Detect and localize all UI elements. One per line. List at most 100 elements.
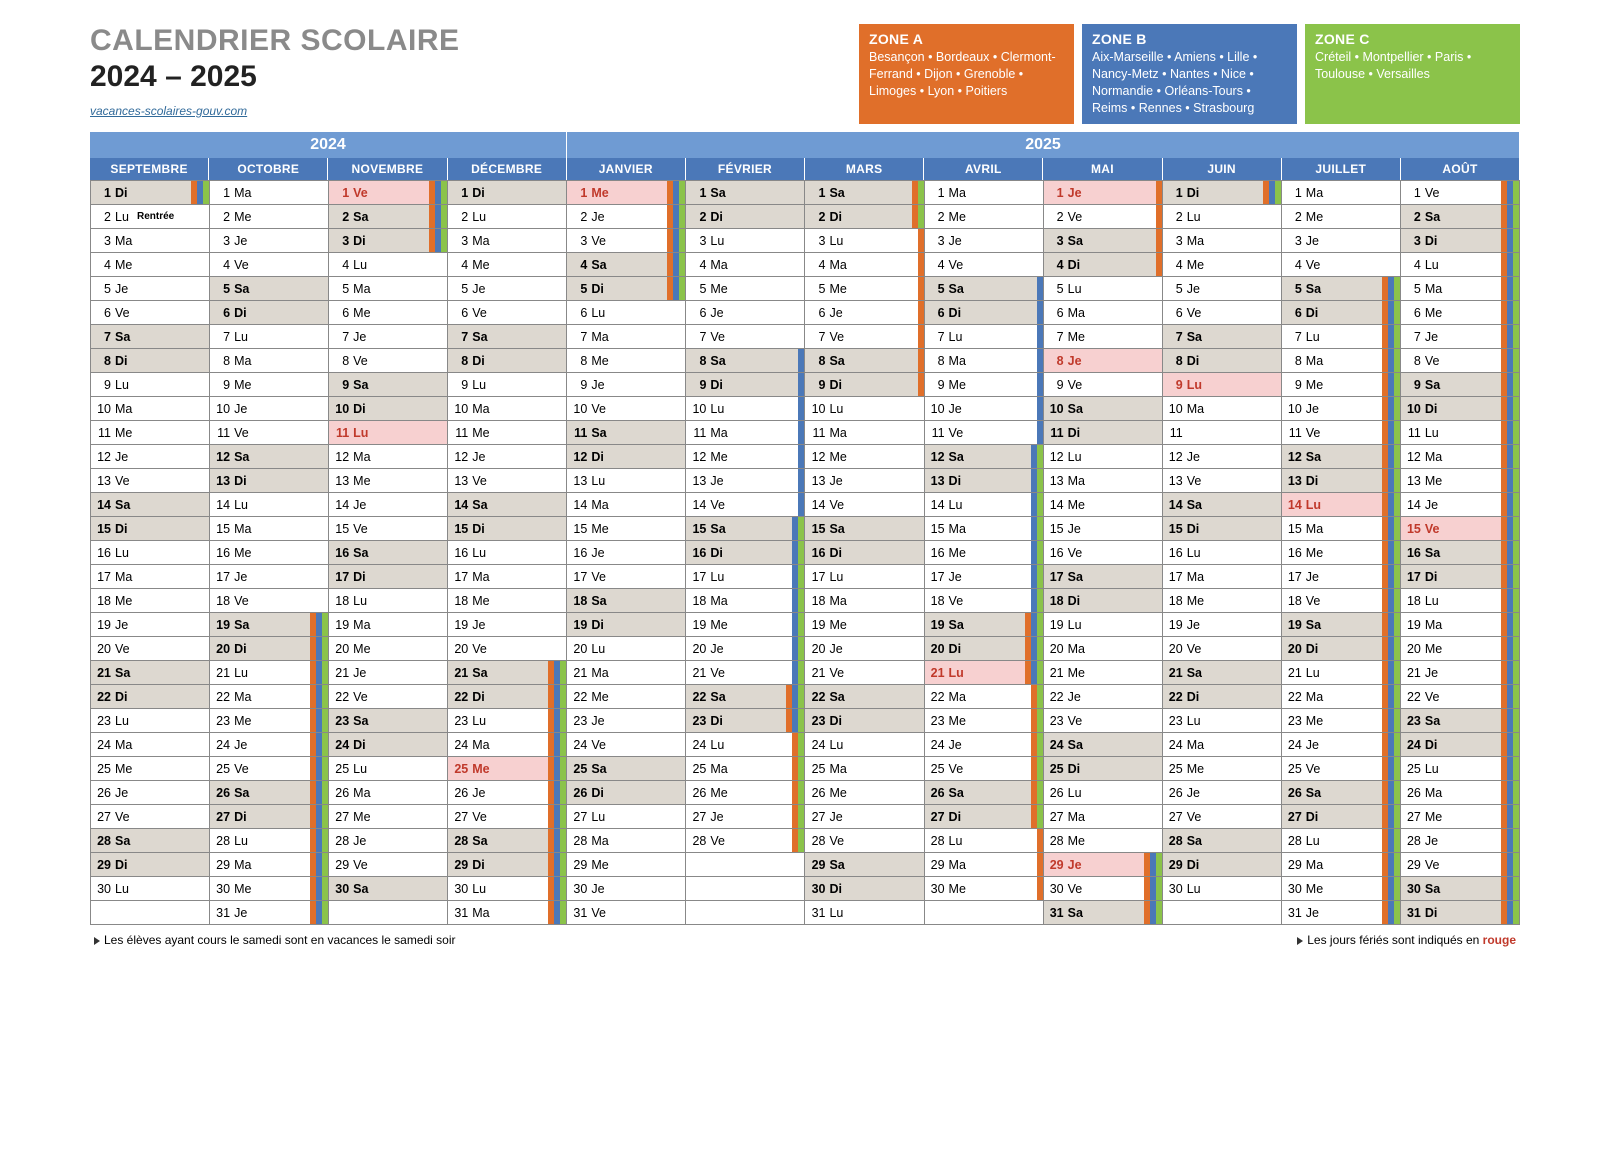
day-cell: 30Lu (1163, 876, 1282, 900)
day-cell: 6Di (1282, 300, 1401, 324)
day-cell: 25Ve (1282, 756, 1401, 780)
vacation-stripe-C (1513, 517, 1519, 540)
year-headers: 20242025 (90, 132, 1520, 158)
vacation-stripe-C (1513, 733, 1519, 756)
vacation-stripe-C (798, 637, 804, 660)
vacation-stripe-C (203, 181, 209, 204)
day-cell: 12Je (448, 444, 567, 468)
source-link[interactable]: vacances-scolaires-gouv.com (90, 104, 247, 118)
day-cell: 26Ma (329, 780, 448, 804)
vacation-stripe-C (1037, 805, 1043, 828)
month-col: 1Ve2Sa3Di4Lu5Ma6Me7Je8Ve9Sa10Di11Lu12Ma1… (329, 180, 448, 924)
day-cell: 13Ve (1163, 468, 1282, 492)
day-cell: 20Ma (1044, 636, 1163, 660)
day-cell: 28Sa (448, 828, 567, 852)
vacation-stripe-C (798, 733, 804, 756)
vacation-stripe-C (1513, 229, 1519, 252)
day-cell: 27Di (1282, 804, 1401, 828)
day-cell: 19Lu (1044, 612, 1163, 636)
day-cell: 12Sa (1282, 444, 1401, 468)
vacation-stripe-C (1513, 493, 1519, 516)
vacation-stripe-C (1394, 877, 1400, 900)
day-cell: 18Lu (1401, 588, 1520, 612)
day-cell: 27Me (329, 804, 448, 828)
day-cell: 16Lu (1163, 540, 1282, 564)
day-cell: 26Sa (1282, 780, 1401, 804)
vacation-stripe-B (1037, 301, 1043, 324)
day-cell: 24Ma (1163, 732, 1282, 756)
day-cell: 2LuRentrée (91, 204, 210, 228)
vacation-stripe-C (1394, 757, 1400, 780)
vacation-stripe-C (1513, 325, 1519, 348)
vacation-stripe-A (1037, 877, 1043, 900)
month-col: 1Sa2Di3Lu4Ma5Me6Je7Ve8Sa9Di10Lu11Ma12Me1… (686, 180, 805, 924)
vacation-stripe-A (918, 373, 924, 396)
day-cell: 19Sa (1282, 612, 1401, 636)
day-cell: 16Lu (91, 540, 210, 564)
day-cell: 2Di (686, 204, 805, 228)
day-cell: 1Sa (686, 180, 805, 204)
day-cell: 8Ve (329, 348, 448, 372)
day-cell: 7Sa (1163, 324, 1282, 348)
day-cell: 3Je (1282, 228, 1401, 252)
month-header: MARS (805, 158, 924, 180)
day-cell: 16Di (805, 540, 924, 564)
vacation-stripe-A (1156, 181, 1162, 204)
vacation-stripe-C (1275, 181, 1281, 204)
day-cell: 10Sa (1044, 396, 1163, 420)
day-cell: 30Ve (1044, 876, 1163, 900)
day-cell: 2Me (925, 204, 1044, 228)
day-cell: 14Ve (686, 492, 805, 516)
vacation-stripe-C (1513, 589, 1519, 612)
vacation-stripe-A (1156, 205, 1162, 228)
vacation-stripe-C (1513, 373, 1519, 396)
day-cell: 6Ma (1044, 300, 1163, 324)
vacation-stripe-C (322, 613, 328, 636)
day-cell: 13Di (1282, 468, 1401, 492)
vacation-stripe-C (1513, 445, 1519, 468)
day-cell: 21Ve (686, 660, 805, 684)
vacation-stripe-C (798, 757, 804, 780)
day-cell: 10Di (329, 396, 448, 420)
day-cell: 30Me (925, 876, 1044, 900)
day-cell: 19Je (1163, 612, 1282, 636)
day-cell: 31Je (1282, 900, 1401, 924)
day-cell: 11Ma (805, 420, 924, 444)
day-cell: 8Ma (1282, 348, 1401, 372)
day-cell: 24Je (1282, 732, 1401, 756)
day-cell: 25Lu (329, 756, 448, 780)
day-cell: 29Di (448, 852, 567, 876)
day-cell: 15Ve (329, 516, 448, 540)
month-col: 1Ma2Me3Je4Ve5Sa6Di7Lu8Ma9Me10Je11Ve12Sa1… (1282, 180, 1401, 924)
month-header: AVRIL (924, 158, 1043, 180)
vacation-stripe-B (798, 421, 804, 444)
day-cell: 10Ve (567, 396, 686, 420)
day-cell: 2Sa (329, 204, 448, 228)
vacation-stripe-C (322, 805, 328, 828)
vacation-stripe-C (441, 181, 447, 204)
day-cell: 24Ma (91, 732, 210, 756)
day-cell: 7Je (329, 324, 448, 348)
day-cell: 16Sa (1401, 540, 1520, 564)
day-cell: 4Di (1044, 252, 1163, 276)
day-cell: 2Me (210, 204, 329, 228)
vacation-stripe-C (1513, 349, 1519, 372)
day-cell: 20Lu (567, 636, 686, 660)
day-cell: 14Sa (91, 492, 210, 516)
day-cell: 29Ma (925, 852, 1044, 876)
day-cell: 5Ma (329, 276, 448, 300)
day-cell: 21Sa (1163, 660, 1282, 684)
day-cell: 27Je (805, 804, 924, 828)
day-cell: 22Sa (805, 684, 924, 708)
vacation-stripe-C (1037, 517, 1043, 540)
day-cell: 27Je (686, 804, 805, 828)
day-cell: 25Ma (805, 756, 924, 780)
day-cell: 1Ve (1401, 180, 1520, 204)
day-cell: 5Di (567, 276, 686, 300)
day-cell: 5Je (91, 276, 210, 300)
month-col: 1Je2Ve3Sa4Di5Lu6Ma7Me8Je9Ve10Sa11Di12Lu1… (1044, 180, 1163, 924)
vacation-stripe-C (1394, 733, 1400, 756)
day-cell: 8Ma (210, 348, 329, 372)
vacation-stripe-C (1156, 877, 1162, 900)
day-cell: 21Je (1401, 660, 1520, 684)
